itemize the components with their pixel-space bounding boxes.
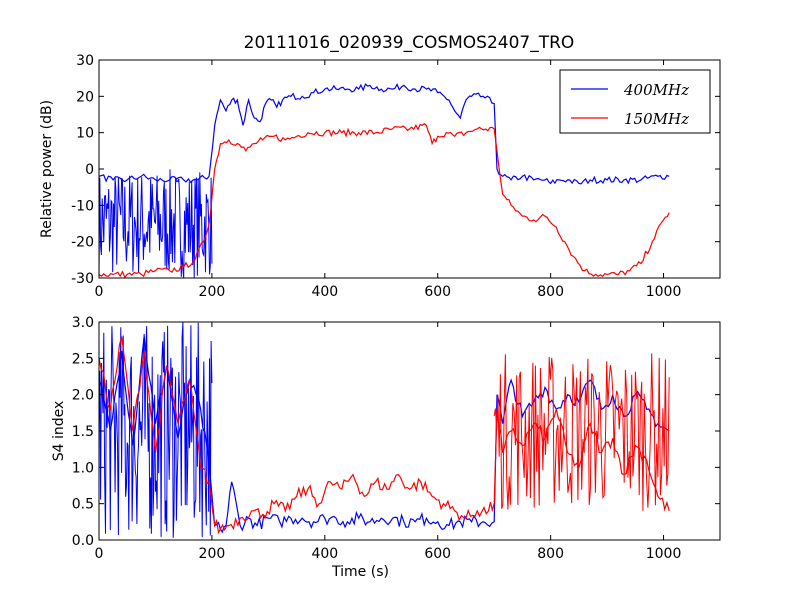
power-ylabel: Relative power (dB) xyxy=(39,100,55,238)
power-ytick-label: 30 xyxy=(76,53,94,69)
power-xtick-label: 0 xyxy=(95,284,104,300)
chart-title: 20111016_020939_COSMOS2407_TRO xyxy=(244,33,575,53)
s4-ytick-label: 0.0 xyxy=(72,533,94,549)
s4-xtick-label: 1000 xyxy=(646,546,682,562)
s4-ylabel: S4 index xyxy=(51,401,67,462)
power-ytick-label: -30 xyxy=(71,271,94,287)
power-ytick-label: 10 xyxy=(76,126,94,142)
power-xtick-label: 400 xyxy=(311,284,338,300)
s4-xlabel: Time (s) xyxy=(331,564,389,580)
s4-xtick-label: 600 xyxy=(424,546,451,562)
s4-ytick-label: 3.0 xyxy=(72,315,94,331)
power-series-400mhz-line xyxy=(99,83,670,185)
s4-series-150mhz-band xyxy=(493,353,670,511)
power-xtick-label: 600 xyxy=(424,284,451,300)
power-ytick-label: -20 xyxy=(71,235,94,251)
s4-xtick-label: 800 xyxy=(537,546,564,562)
s4-panel: 0 200 400 600 800 1000 0.0 0.5 1.0 1.5 2.0 2.5 3.0 S4… xyxy=(51,315,721,580)
s4-series-150mhz-line xyxy=(99,336,670,535)
power-xtick-label: 800 xyxy=(537,284,564,300)
power-xtick-label: 1000 xyxy=(646,284,682,300)
power-ytick-label: -10 xyxy=(71,198,94,214)
power-plot-area xyxy=(99,83,670,278)
legend-label-150mhz: 150MHz xyxy=(624,110,689,128)
legend-box xyxy=(559,69,711,134)
power-series-400mhz-band xyxy=(99,169,213,278)
s4-xtick-label: 200 xyxy=(199,546,226,562)
s4-ytick-label: 1.5 xyxy=(72,424,94,440)
s4-ytick-label: 0.5 xyxy=(72,497,94,513)
power-xtick-label: 200 xyxy=(199,284,226,300)
legend-label-400mhz: 400MHz xyxy=(623,81,689,99)
power-ytick-label: 0 xyxy=(85,162,94,178)
power-ytick-label: 20 xyxy=(76,89,94,105)
power-series-150mhz-line xyxy=(99,123,670,278)
power-legend: 400MHz 150MHz xyxy=(559,69,711,134)
s4-xtick-label: 400 xyxy=(311,546,338,562)
s4-ytick-label: 1.0 xyxy=(72,460,94,476)
power-panel: 0 200 400 600 800 1000 -30 -20 -10 0 10 20 30 Relativ… xyxy=(39,53,721,300)
s4-plot-area xyxy=(99,322,670,538)
s4-ytick-label: 2.0 xyxy=(72,388,94,404)
s4-xtick-label: 0 xyxy=(95,546,104,562)
s4-ytick-label: 2.5 xyxy=(72,351,94,367)
